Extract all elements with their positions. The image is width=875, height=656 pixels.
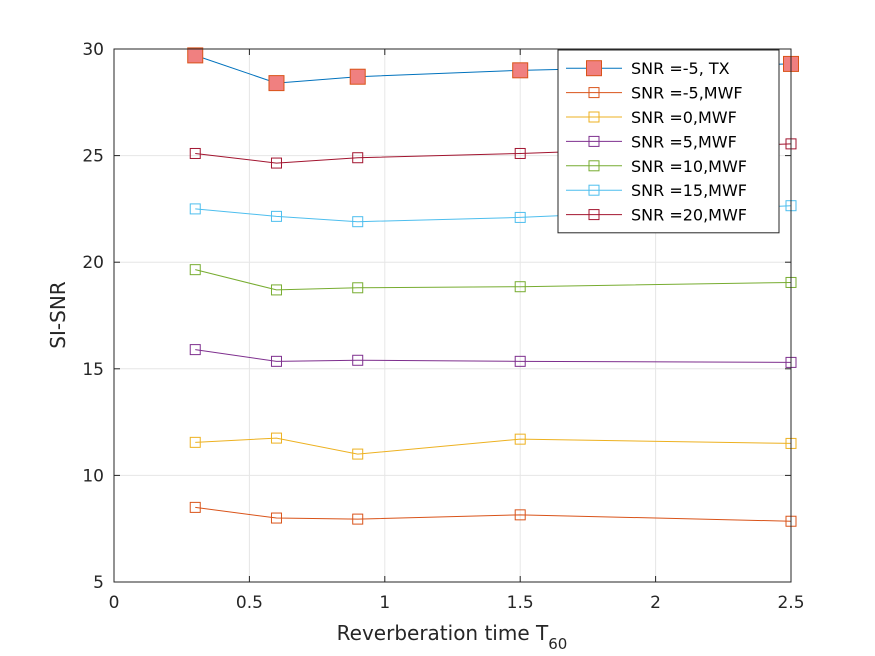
y-tick-label: 30 xyxy=(82,40,104,60)
y-tick-label: 5 xyxy=(93,573,104,593)
legend-marker xyxy=(588,135,600,147)
data-point xyxy=(352,354,364,366)
data-point xyxy=(270,210,282,222)
data-point xyxy=(512,62,529,79)
series-2 xyxy=(189,501,797,527)
legend-label: SNR =0,MWF xyxy=(631,108,737,127)
x-tick-label: 1.5 xyxy=(507,593,534,613)
legend-item: SNR =0,MWF xyxy=(566,108,737,127)
y-tick-label: 20 xyxy=(82,253,104,273)
legend-marker xyxy=(586,60,602,77)
data-point xyxy=(514,211,526,223)
x-tick-label: 1 xyxy=(379,593,390,613)
legend-label: SNR =15,MWF xyxy=(631,181,747,200)
legend-label: SNR =10,MWF xyxy=(631,157,747,176)
x-axis-label-main: Reverberation time T xyxy=(337,621,549,645)
data-point xyxy=(352,216,364,228)
data-point xyxy=(189,344,201,356)
data-point xyxy=(514,147,526,159)
y-tick-label: 10 xyxy=(82,466,104,486)
series-line xyxy=(195,437,792,455)
series-line xyxy=(195,269,792,291)
data-point xyxy=(352,282,364,294)
series-1 xyxy=(187,47,799,92)
legend-label: SNR =-5,MWF xyxy=(631,84,743,103)
data-point xyxy=(270,512,282,524)
data-point xyxy=(268,75,285,92)
data-point xyxy=(349,68,366,85)
legend-marker xyxy=(588,184,600,196)
legend-label: SNR =-5, TX xyxy=(631,59,730,78)
x-tick-label: 2 xyxy=(650,593,661,613)
data-point xyxy=(189,501,201,513)
axis-ticks: 0 0.5 1 1.5 2 2.5 5 10 15 20 25 30 xyxy=(82,40,804,613)
series-line xyxy=(195,349,792,363)
legend-label: SNR =5,MWF xyxy=(631,132,737,151)
legend-item: SNR =-5,MWF xyxy=(566,84,743,103)
data-point xyxy=(270,157,282,169)
x-tick-label: 0.5 xyxy=(236,593,263,613)
legend: SNR =-5, TX SNR =-5,MWF SNR =0,MWF SNR =5,M… xyxy=(557,49,780,234)
data-point xyxy=(270,432,282,444)
series-line xyxy=(195,506,792,522)
plot-frame xyxy=(113,48,792,583)
legend-label: SNR =20,MWF xyxy=(631,206,747,225)
x-axis-label-subscript: 60 xyxy=(548,635,567,653)
y-tick-label: 15 xyxy=(82,360,104,380)
x-tick-label: 0 xyxy=(109,593,120,613)
y-tick-label: 25 xyxy=(82,147,104,167)
data-point xyxy=(514,355,526,367)
data-point xyxy=(189,264,201,276)
data-point xyxy=(189,436,201,448)
legend-marker xyxy=(588,111,600,123)
data-point xyxy=(352,448,364,460)
legend-marker xyxy=(588,160,600,172)
legend-item: SNR =15,MWF xyxy=(566,181,747,200)
data-point xyxy=(514,433,526,445)
legend-marker xyxy=(588,209,600,221)
x-tick-label: 2.5 xyxy=(777,593,804,613)
data-point xyxy=(514,281,526,293)
y-axis-label: SI-SNR xyxy=(46,281,70,348)
legend-marker xyxy=(588,87,600,99)
legend-item: SNR =-5, TX xyxy=(566,59,730,78)
data-point xyxy=(270,284,282,296)
legend-item: SNR =20,MWF xyxy=(566,206,747,225)
data-point xyxy=(270,355,282,367)
data-point xyxy=(352,152,364,164)
x-axis-label: Reverberation time T60 xyxy=(337,621,568,653)
data-point xyxy=(514,509,526,521)
data-point xyxy=(352,513,364,525)
data-point xyxy=(189,203,201,215)
legend-item: SNR =5,MWF xyxy=(566,132,737,151)
data-point xyxy=(189,147,201,159)
legend-item: SNR =10,MWF xyxy=(566,157,747,176)
data-point xyxy=(187,47,204,64)
